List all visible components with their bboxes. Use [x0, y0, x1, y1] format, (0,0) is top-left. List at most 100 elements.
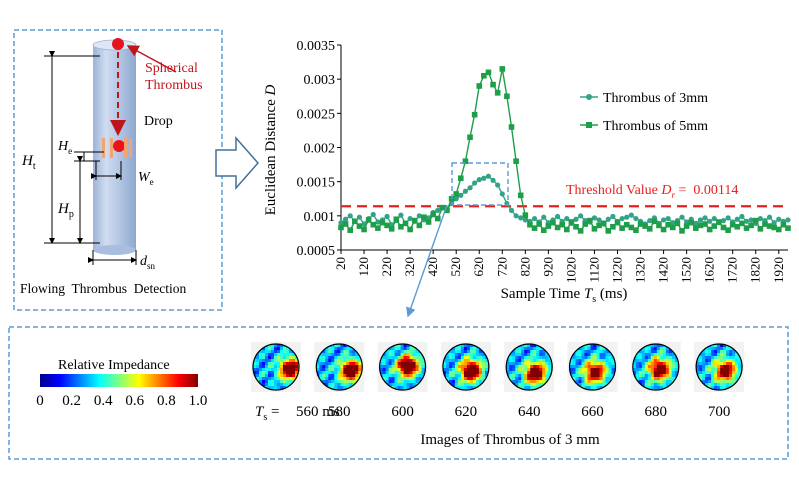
data-point — [743, 225, 750, 231]
data-point — [785, 217, 791, 223]
data-point — [739, 213, 745, 220]
data-point — [481, 175, 487, 181]
colorbar-tick-label: 0.6 — [125, 393, 144, 409]
legend-label-3mm: Thrombus of 3mm — [603, 91, 708, 106]
data-point — [785, 225, 791, 231]
data-point — [453, 196, 459, 202]
electrode-2 — [110, 138, 113, 158]
colorbar-tick-label: 0 — [36, 393, 44, 409]
data-point — [757, 215, 763, 222]
impedance-panel-border — [8, 326, 789, 460]
frame-time-label: 660 — [581, 404, 604, 420]
data-point — [660, 226, 667, 233]
data-point — [393, 216, 400, 223]
data-point — [356, 214, 363, 220]
data-point — [527, 221, 533, 228]
data-point — [462, 188, 469, 194]
data-point — [693, 220, 699, 226]
data-point — [776, 216, 782, 222]
data-point — [522, 212, 529, 218]
data-point — [716, 219, 722, 225]
data-point — [707, 218, 713, 224]
data-point — [462, 158, 469, 164]
data-point — [494, 90, 501, 96]
y-tick-label: 0.0005 — [297, 244, 336, 259]
data-point — [674, 220, 681, 227]
data-point — [578, 213, 584, 219]
data-point — [379, 219, 386, 226]
data-point — [669, 224, 676, 231]
data-point — [656, 222, 662, 229]
x-tick-label: 1420 — [656, 257, 671, 283]
data-point — [725, 215, 731, 221]
data-point — [518, 215, 524, 221]
data-point — [554, 224, 561, 231]
electrode-4 — [129, 138, 132, 158]
tube-bottom — [93, 245, 136, 255]
data-point — [702, 215, 708, 221]
data-point — [596, 222, 602, 229]
thrombus-frame: 640 — [504, 342, 555, 420]
data-point — [485, 173, 492, 179]
data-point — [425, 219, 432, 225]
x-tick-label: 120 — [356, 257, 371, 277]
highlight-pointer — [406, 204, 448, 318]
data-point — [665, 221, 671, 228]
colorbar-tick-label: 0.8 — [157, 393, 176, 409]
colorbar-title: Relative Impedance — [58, 358, 170, 373]
data-point — [614, 219, 621, 226]
data-point — [748, 217, 754, 223]
detection-caption: Flowing Thrombus Detection — [20, 281, 186, 296]
data-point — [499, 66, 506, 72]
data-point — [679, 228, 685, 234]
distance-chart: 0.00050.0010.00150.0020.00250.0030.0035 … — [263, 39, 791, 318]
y-tick-label: 0.0035 — [297, 39, 336, 54]
data-point — [683, 223, 690, 229]
y-tick-label: 0.0025 — [297, 107, 336, 122]
x-tick-label: 1920 — [771, 257, 786, 283]
data-point — [467, 185, 473, 191]
data-point — [407, 215, 413, 222]
data-point — [536, 221, 542, 227]
data-point — [361, 226, 367, 233]
frame-outline — [315, 343, 363, 391]
data-point — [739, 220, 745, 227]
data-point — [508, 124, 515, 130]
thrombus-label: Thrombus — [145, 78, 203, 93]
data-point — [504, 93, 510, 100]
colorbar-tick-label: 0.2 — [62, 393, 81, 409]
data-point — [693, 225, 699, 231]
y-axis-title: Euclidean Distance D — [263, 84, 279, 215]
impedance-caption: Images of Thrombus of 3 mm — [420, 432, 600, 448]
data-point — [540, 227, 547, 233]
data-point — [398, 223, 404, 230]
data-point — [619, 215, 625, 222]
data-point — [402, 220, 409, 227]
colorbar-tick-label: 0.4 — [94, 393, 113, 409]
data-point — [476, 83, 483, 89]
series — [338, 66, 791, 234]
x-tick-label: 720 — [494, 257, 509, 277]
data-point — [416, 213, 422, 219]
frame-outline — [379, 343, 427, 391]
series-3mm — [338, 173, 791, 228]
x-tick-label: 620 — [471, 257, 486, 277]
data-point — [444, 207, 450, 214]
data-point — [517, 192, 524, 199]
data-point — [375, 219, 381, 225]
data-point — [624, 214, 630, 220]
data-point — [550, 219, 556, 226]
frame-outline — [252, 343, 300, 391]
data-point — [743, 218, 750, 224]
data-point — [453, 191, 460, 197]
data-point — [752, 217, 759, 224]
data-point — [573, 216, 579, 222]
frame-time-prefix: Ts = — [255, 404, 283, 423]
data-point — [485, 69, 492, 76]
data-point — [642, 223, 648, 229]
thrombus-frame: 560 ms — [251, 342, 340, 420]
data-point — [679, 214, 685, 220]
x-tick-label: 1520 — [679, 257, 694, 283]
x-tick-label: 20 — [333, 257, 348, 270]
